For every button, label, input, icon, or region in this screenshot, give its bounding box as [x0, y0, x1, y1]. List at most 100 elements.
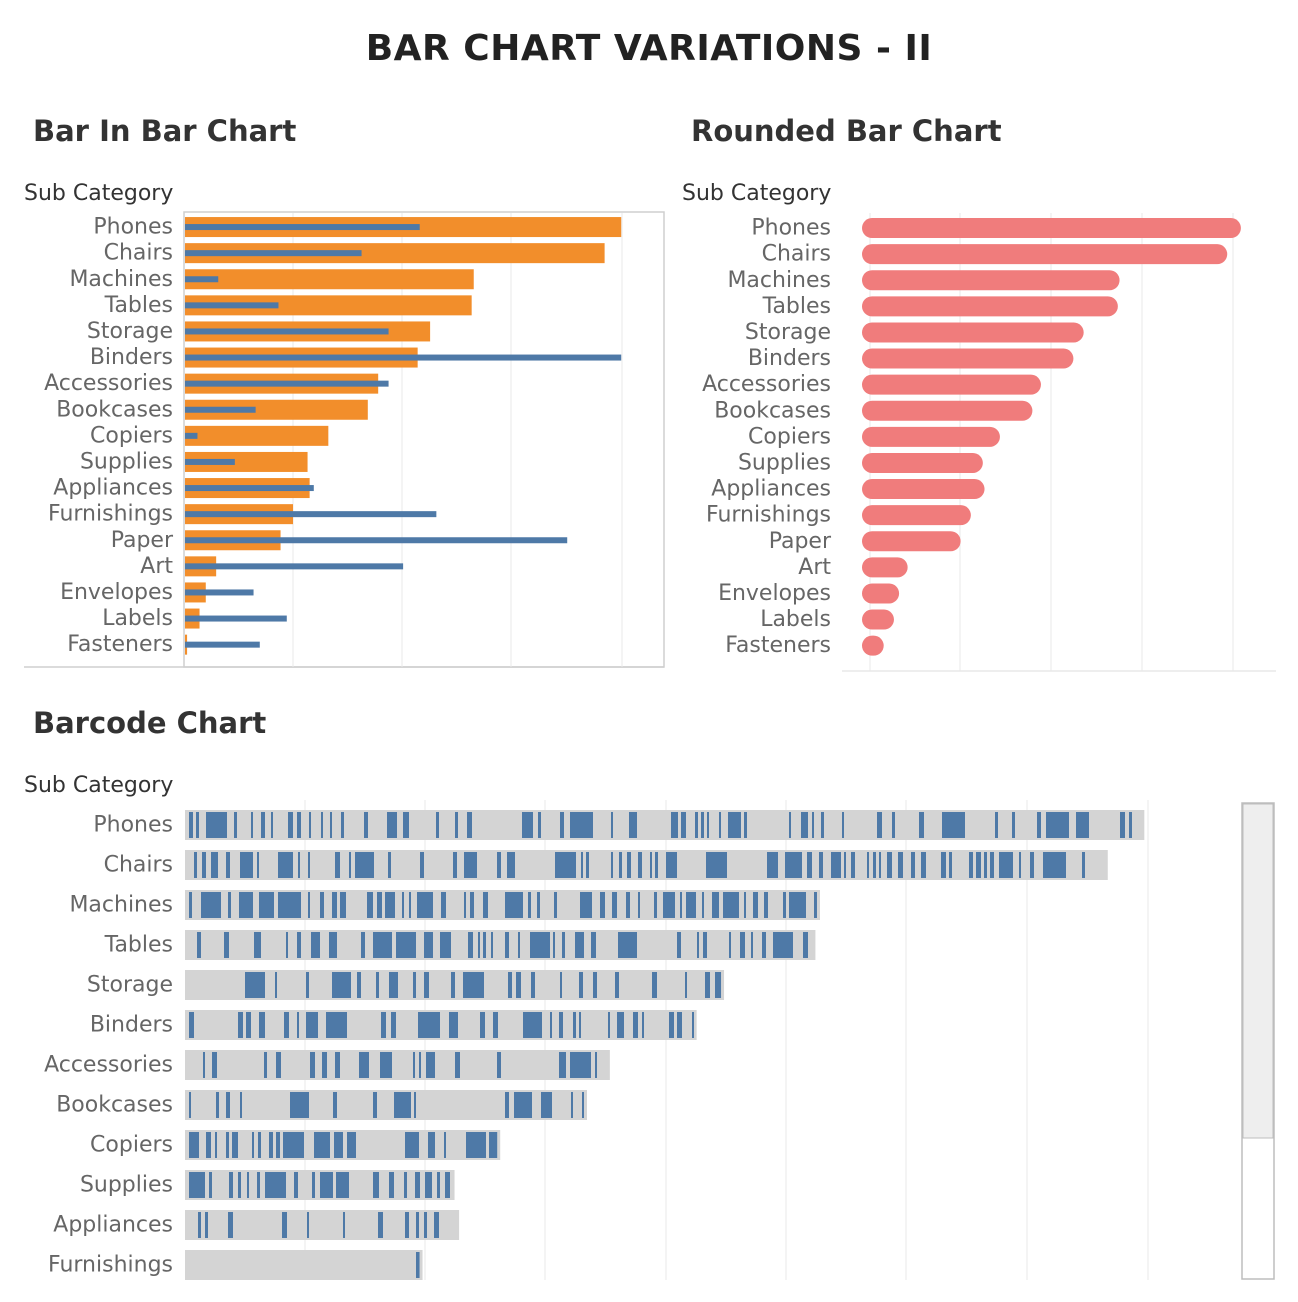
- barcode-tick: [373, 932, 392, 958]
- barcode-tick: [194, 852, 197, 878]
- barcode-tick: [264, 1052, 267, 1078]
- rounded-bar-category-label: Supplies: [738, 450, 831, 475]
- barcode-tick: [505, 1092, 509, 1118]
- barcode-tick: [685, 972, 687, 998]
- barcode-tick: [705, 972, 710, 998]
- barcode-tick: [349, 852, 351, 878]
- barcode-tick: [405, 1132, 419, 1158]
- barcode-tick: [297, 812, 301, 838]
- bar-in-bar-inner-bar: [185, 432, 198, 439]
- barcode-tick: [441, 892, 446, 918]
- barcode-tick: [284, 1012, 289, 1038]
- barcode-tick: [357, 972, 361, 998]
- barcode-category-label: Tables: [104, 933, 173, 958]
- barcode-tick: [376, 972, 379, 998]
- barcode-tick: [984, 852, 987, 878]
- barcode-tick: [751, 932, 753, 958]
- barcode-tick: [669, 1012, 674, 1038]
- barcode-tick: [367, 892, 373, 918]
- barcode-tick: [240, 852, 253, 878]
- rounded-bar-category-label: Fasteners: [725, 633, 831, 658]
- barcode-tick: [719, 812, 721, 838]
- bar-in-bar-inner-bar: [185, 563, 404, 570]
- barcode-track: [185, 1010, 697, 1040]
- bar-in-bar-category-label: Art: [140, 554, 173, 579]
- barcode-tick: [312, 1172, 315, 1198]
- barcode-tick: [1030, 852, 1034, 878]
- barcode-tick: [580, 892, 592, 918]
- rounded-bar-category-label: Copiers: [748, 424, 831, 449]
- bar-in-bar-category-label: Envelopes: [60, 580, 173, 605]
- barcode-tick: [373, 1092, 377, 1118]
- barcode-tick: [419, 1052, 421, 1078]
- barcode-tick: [480, 1012, 485, 1038]
- barcode-tick: [531, 972, 535, 998]
- barcode-tick: [1076, 812, 1089, 838]
- barcode-tick: [942, 812, 965, 838]
- barcode-tick: [879, 852, 881, 878]
- bar-in-bar-inner-bar: [185, 328, 389, 335]
- barcode-tick: [229, 1172, 233, 1198]
- barcode-tick: [821, 812, 824, 838]
- barcode-tick: [381, 1012, 386, 1038]
- barcode-track: [185, 1050, 610, 1080]
- bar-in-bar-category-label: Phones: [93, 215, 173, 240]
- barcode-tick: [378, 1212, 383, 1238]
- barcode-tick: [686, 892, 696, 918]
- barcode-tick: [196, 812, 199, 838]
- barcode-tick: [723, 892, 739, 918]
- barcode-tick: [297, 932, 301, 958]
- barcode-tick: [310, 1052, 315, 1078]
- barcode-tick: [873, 852, 876, 878]
- barcode-tick: [355, 852, 374, 878]
- barcode-tick: [573, 1012, 576, 1038]
- barcode-tick: [921, 852, 926, 878]
- scrollbar-thumb[interactable]: [1242, 803, 1274, 1139]
- barcode-tick: [309, 812, 311, 838]
- rounded-bar-category-label: Accessories: [702, 372, 831, 397]
- barcode-tick: [627, 852, 631, 878]
- barcode-tick: [697, 932, 699, 958]
- barcode-tick: [205, 1212, 208, 1238]
- barcode-tick: [361, 932, 365, 958]
- barcode-tick: [803, 932, 808, 958]
- bar-in-bar-inner-bar: [185, 276, 219, 283]
- barcode-tick: [189, 812, 193, 838]
- barcode-tick: [789, 812, 791, 838]
- barcode-tick: [626, 892, 630, 918]
- barcode-tick: [579, 1012, 581, 1038]
- barcode-tick: [530, 932, 550, 958]
- barcode-tick: [445, 1172, 450, 1198]
- barcode-tick: [417, 892, 433, 918]
- rounded-bar-category-label: Furnishings: [706, 503, 831, 528]
- barcode-tick: [570, 812, 593, 838]
- barcode-tick: [212, 1052, 217, 1078]
- barcode-tick: [483, 932, 486, 958]
- barcode-tick: [695, 812, 698, 838]
- barcode-tick: [391, 1012, 396, 1038]
- barcode-tick: [321, 812, 323, 838]
- barcode-tick: [681, 812, 686, 838]
- barcode-tick: [523, 1012, 542, 1038]
- barcode-tick: [582, 1092, 584, 1118]
- bar-in-bar-outer-bar: [185, 243, 605, 264]
- barcode-tick: [702, 892, 704, 918]
- barcode-tick: [282, 1212, 287, 1238]
- barcode-tick: [211, 852, 218, 878]
- barcode-tick: [420, 852, 424, 878]
- barcode-category-label: Machines: [69, 893, 173, 918]
- barcode-tick: [308, 852, 310, 878]
- barcode-tick: [1019, 852, 1021, 878]
- barcode-tick: [332, 892, 337, 918]
- barcode-tick: [497, 1052, 501, 1078]
- barcode-tick: [306, 1012, 318, 1038]
- rounded-bar-title: Rounded Bar Chart: [691, 114, 1002, 148]
- barcode-tick: [740, 932, 745, 958]
- barcode-tick: [259, 1012, 265, 1038]
- barcode-tick: [396, 932, 416, 958]
- barcode-tick: [608, 1012, 610, 1038]
- barcode-tick: [612, 892, 617, 918]
- barcode-tick: [887, 852, 892, 878]
- barcode-tick: [508, 972, 512, 998]
- barcode-tick: [228, 1212, 233, 1238]
